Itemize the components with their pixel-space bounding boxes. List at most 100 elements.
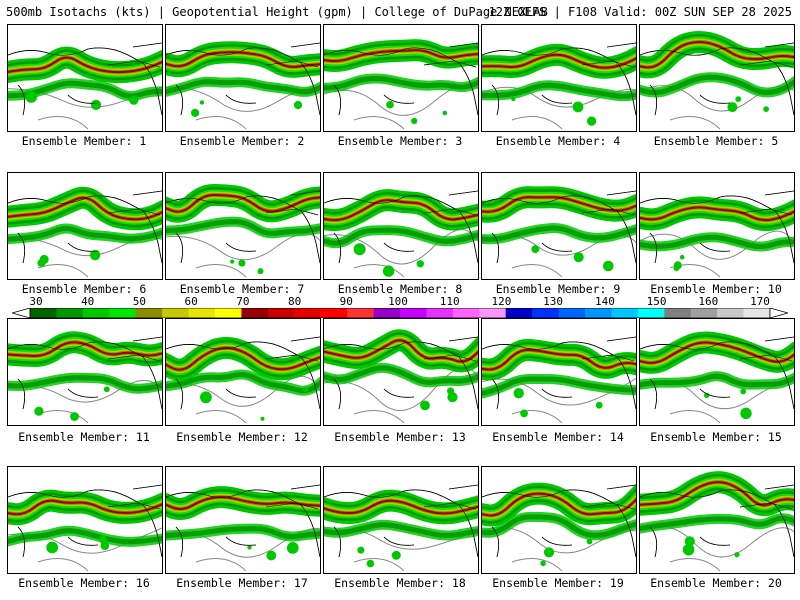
scale-swatch (505, 308, 533, 318)
isotach-blob (34, 406, 44, 416)
member-caption: Ensemble Member: 9 (495, 282, 621, 296)
isotach-blob (447, 392, 458, 403)
isotach-blob (543, 547, 555, 558)
isotach-blob (391, 550, 401, 560)
isotach-map (640, 331, 794, 424)
map-panel (323, 172, 479, 280)
isotach-blob (682, 543, 695, 556)
jet-branch (166, 79, 320, 95)
map-panel (481, 24, 637, 132)
isotach-blob (411, 117, 418, 125)
scale-swatch (426, 308, 454, 318)
isotach-blob (103, 386, 110, 393)
scale-label: 160 (698, 295, 719, 308)
jet-branch (166, 372, 320, 394)
isotach-blob (382, 265, 395, 277)
scale-swatch (611, 308, 639, 318)
jet-band (166, 346, 320, 371)
isotach-map (640, 190, 794, 278)
jet-band (8, 56, 162, 74)
scale-label: 90 (339, 295, 353, 308)
scale-swatch (241, 308, 269, 318)
scale-swatch (347, 308, 374, 318)
isotach-map (482, 186, 636, 278)
member-caption: Ensemble Member: 13 (334, 430, 466, 444)
map-panel (481, 172, 637, 280)
isotach-map (324, 39, 478, 130)
coastline (8, 484, 162, 558)
header-title-left: 500mb Isotachs (kts) | Geopotential Heig… (6, 5, 548, 19)
isotach-blob (37, 259, 46, 268)
scale-label: 140 (594, 295, 615, 308)
isotach-map (324, 189, 478, 278)
isotach-blob (572, 101, 584, 113)
scale-swatch (637, 308, 665, 318)
isotach-blob (679, 254, 685, 260)
scale-swatch (690, 308, 718, 318)
scale-label: 40 (81, 295, 95, 308)
scale-swatch (56, 308, 84, 318)
isotach-blob (230, 259, 235, 264)
scale-swatch (109, 308, 137, 318)
isotach-blob (740, 407, 752, 419)
map-panel (481, 466, 637, 574)
jet-branch (8, 375, 162, 392)
isotach-map (8, 331, 162, 424)
isotach-blob (704, 392, 710, 399)
isotach-blob (513, 388, 524, 399)
isotach-map (482, 42, 636, 130)
scale-label: 70 (236, 295, 250, 308)
isotach-map (324, 329, 478, 424)
map-panel (323, 466, 479, 574)
isotach-map (8, 186, 162, 278)
member-caption: Ensemble Member: 19 (492, 576, 624, 590)
scale-swatch (82, 308, 110, 318)
map-panel (639, 24, 795, 132)
isotach-blob (98, 535, 107, 544)
map-panel (165, 172, 321, 280)
jet-branch (640, 234, 794, 250)
member-caption: Ensemble Member: 20 (650, 576, 782, 590)
isotach-map (166, 484, 320, 572)
isotach-blob (191, 108, 200, 117)
isotach-blob (595, 401, 603, 409)
member-caption: Ensemble Member: 10 (650, 282, 782, 296)
scale-arrow-left (12, 308, 31, 318)
isotach-blob (200, 391, 212, 404)
member-caption: Ensemble Member: 12 (176, 430, 308, 444)
map-panel (7, 172, 163, 280)
member-caption: Ensemble Member: 6 (21, 282, 147, 296)
scale-label: 60 (184, 295, 198, 308)
isotach-blob (442, 110, 448, 116)
isotach-map (166, 41, 320, 130)
isotach-blob (727, 102, 738, 113)
scale-label: 30 (29, 295, 43, 308)
isotach-blob (100, 541, 110, 550)
map-panel (165, 24, 321, 132)
scale-label: 110 (439, 295, 460, 308)
jet-branch (640, 373, 794, 388)
scale-label: 170 (750, 295, 770, 308)
coastline (166, 484, 320, 558)
member-caption: Ensemble Member: 1 (21, 134, 147, 148)
height-contour (166, 233, 320, 278)
member-caption: Ensemble Member: 14 (492, 430, 624, 444)
member-caption: Ensemble Member: 4 (495, 134, 621, 148)
jet-band (8, 341, 162, 358)
jet-band (640, 481, 794, 507)
coastline (8, 190, 162, 264)
scale-arrow-right (769, 308, 788, 318)
map-panel (7, 466, 163, 574)
jet-branch (640, 74, 794, 96)
map-panel (481, 318, 637, 426)
coastline (166, 190, 320, 264)
jet-branch (640, 515, 794, 532)
isotach-blob (684, 536, 695, 547)
isotach-blob (257, 268, 264, 275)
coastline (324, 190, 478, 264)
jet-band (324, 49, 478, 62)
isotach-blob (735, 96, 742, 102)
isotach-blob (46, 541, 59, 554)
coastline (8, 336, 162, 410)
isotach-blob (293, 100, 303, 110)
